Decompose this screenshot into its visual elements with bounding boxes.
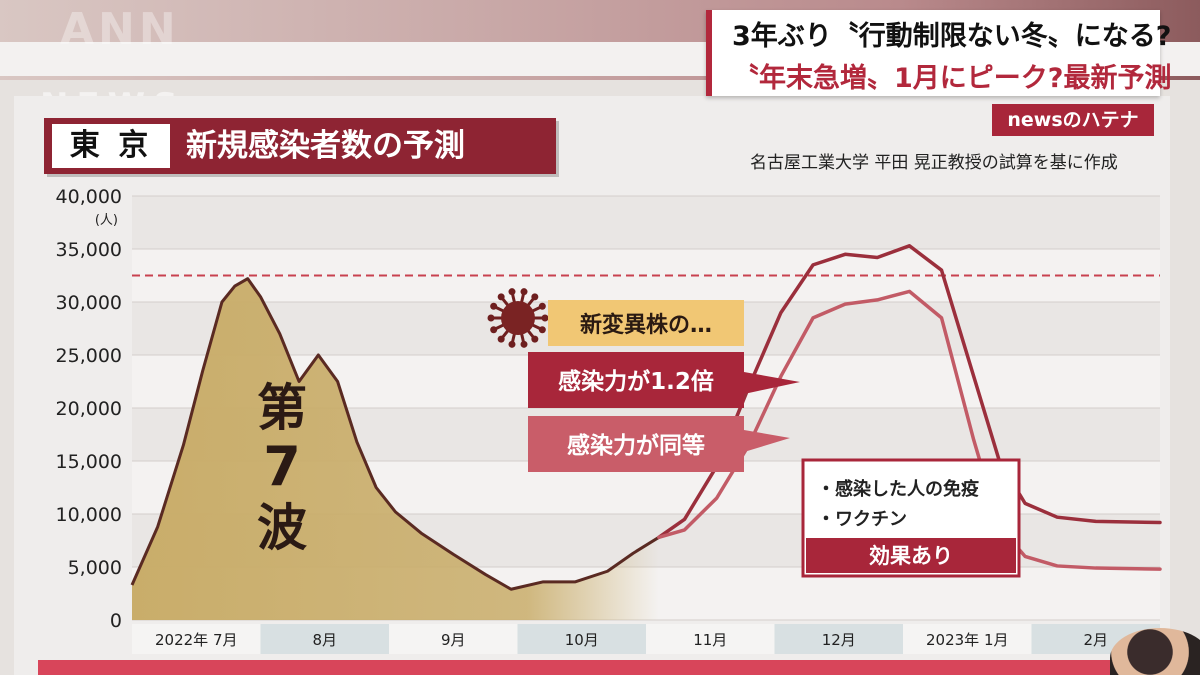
bottom-bar bbox=[38, 660, 1118, 675]
virus-spike-tip bbox=[538, 326, 546, 334]
effects-item: ・感染した人の免疫 bbox=[817, 478, 979, 500]
x-month-band bbox=[389, 624, 518, 654]
equal-callout-pointer bbox=[744, 430, 790, 452]
virus-spike-tip bbox=[487, 314, 495, 322]
equal-callout-label: 感染力が同等 bbox=[567, 432, 705, 459]
virus-spike-tip bbox=[541, 314, 549, 322]
observed-line bbox=[130, 277, 660, 591]
x-month-band bbox=[774, 624, 903, 654]
y-tick-label: 35,000 bbox=[56, 239, 122, 261]
headline-box: 3年ぶり〝行動制限ない冬〟になる? 〝年末急増〟1月にピーク?最新予測 bbox=[706, 10, 1171, 96]
seventh-wave-area bbox=[132, 278, 659, 620]
high-callout-pointer bbox=[744, 372, 800, 394]
y-tick-label: 30,000 bbox=[56, 292, 122, 314]
y-tick-label: 5,000 bbox=[68, 557, 122, 579]
x-month-band bbox=[517, 624, 646, 654]
x-month-band bbox=[646, 624, 775, 654]
virus-spike-tip bbox=[531, 335, 539, 343]
y-tick-label: 40,000 bbox=[56, 186, 122, 208]
x-tick-label: 8月 bbox=[312, 631, 337, 649]
virus-spike-tip bbox=[497, 293, 505, 301]
headline-line-2: 〝年末急増〟1月にピーク?最新予測 bbox=[732, 63, 1172, 94]
x-tick-label: 10月 bbox=[565, 631, 599, 649]
y-tick-label: 15,000 bbox=[56, 451, 122, 473]
virus-spike-tip bbox=[508, 340, 516, 348]
wave-label-number: 7 bbox=[263, 435, 301, 498]
virus-spike-tip bbox=[520, 288, 528, 296]
wave-label-char: 波 bbox=[257, 499, 307, 557]
x-tick-label: 2023年 1月 bbox=[926, 631, 1009, 649]
location-label: 東 京 bbox=[52, 124, 170, 168]
x-tick-label: 12月 bbox=[822, 631, 856, 649]
x-tick-label: 2月 bbox=[1083, 631, 1108, 649]
virus-spike-tip bbox=[490, 302, 498, 310]
chart-title: 新規感染者数の予測 bbox=[186, 128, 465, 164]
effects-footer-box bbox=[806, 538, 1016, 573]
source-note: 名古屋工業大学 平田 晃正教授の試算を基に作成 bbox=[750, 153, 1118, 173]
effects-item: ・ワクチン bbox=[817, 509, 907, 530]
y-unit-label: (人) bbox=[95, 213, 118, 228]
y-tick-label: 10,000 bbox=[56, 504, 122, 526]
y-tick-label: 0 bbox=[110, 610, 122, 632]
segment-badge: newsのハテナ bbox=[992, 104, 1154, 136]
x-tick-label: 11月 bbox=[693, 631, 727, 649]
virus-spike-tip bbox=[538, 302, 546, 310]
virus-spike-tip bbox=[497, 335, 505, 343]
y-tick-label: 25,000 bbox=[56, 345, 122, 367]
grid-band bbox=[132, 196, 1160, 249]
effects-footer-label: 効果あり bbox=[869, 544, 953, 568]
presenter-thumbnail bbox=[1110, 628, 1200, 675]
high-callout-label: 感染力が1.2倍 bbox=[558, 368, 714, 395]
x-month-band bbox=[903, 624, 1032, 654]
virus-body bbox=[501, 301, 535, 335]
y-tick-label: 20,000 bbox=[56, 398, 122, 420]
x-tick-label: 2022年 7月 bbox=[155, 631, 238, 649]
wave-label-char: 第 bbox=[257, 379, 307, 437]
high-callout-box bbox=[528, 352, 744, 408]
x-month-band bbox=[132, 624, 261, 654]
equal-callout-box bbox=[528, 416, 744, 472]
virus-spike-tip bbox=[531, 293, 539, 301]
x-month-band bbox=[260, 624, 389, 654]
virus-spike-tip bbox=[508, 288, 516, 296]
headline-line-1: 3年ぶり〝行動制限ない冬〟になる? bbox=[732, 21, 1172, 52]
virus-spike-tip bbox=[490, 326, 498, 334]
broadcaster-logo: ANN bbox=[60, 4, 180, 55]
variant-callout-label: 新変異株の… bbox=[580, 312, 712, 338]
virus-spike-tip bbox=[520, 340, 528, 348]
x-tick-label: 9月 bbox=[441, 631, 466, 649]
variant-callout-box bbox=[548, 300, 744, 346]
virus-icon bbox=[487, 288, 549, 348]
